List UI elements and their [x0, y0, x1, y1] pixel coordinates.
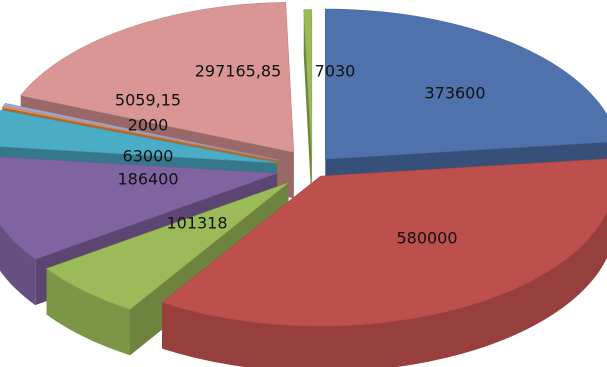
- pie-slice-label-7: 297165,85: [195, 62, 282, 81]
- pie-slice-label-3: 186400: [117, 170, 178, 189]
- pie-data-labels: 373600 580000 101318 186400 63000 2000 5059,15…: [115, 62, 486, 248]
- pie-slice-rim-2-0: [46, 268, 131, 356]
- pie-slice-8: [303, 9, 313, 160]
- pie-slice-0: [324, 8, 607, 160]
- pie-slice-rim-3-0: [0, 224, 36, 306]
- pie-slice-5: [1, 106, 279, 161]
- pie-slice-7: [20, 1, 295, 153]
- pie-slice-3: [0, 156, 278, 260]
- pie-slice-label-6: 5059,15: [115, 91, 181, 110]
- pie-slice-6: [2, 102, 279, 161]
- pie-slice-4: [0, 109, 278, 164]
- pie-slice-label-4: 63000: [123, 147, 174, 166]
- pie-slice-label-1: 580000: [396, 229, 457, 248]
- pie-slice-1: [161, 158, 607, 327]
- pie-slice-tops: [0, 1, 607, 327]
- pie-slice-2: [45, 182, 289, 310]
- pie-slice-rim-1-0: [162, 211, 607, 367]
- pie-slice-label-2: 101318: [166, 214, 227, 233]
- pie-slice-label-8: 7030: [315, 62, 356, 81]
- pie-slice-label-5: 2000: [128, 116, 169, 135]
- pie-slice-radial-side-8-0: [303, 9, 312, 206]
- pie-slice-label-0: 373600: [424, 84, 485, 103]
